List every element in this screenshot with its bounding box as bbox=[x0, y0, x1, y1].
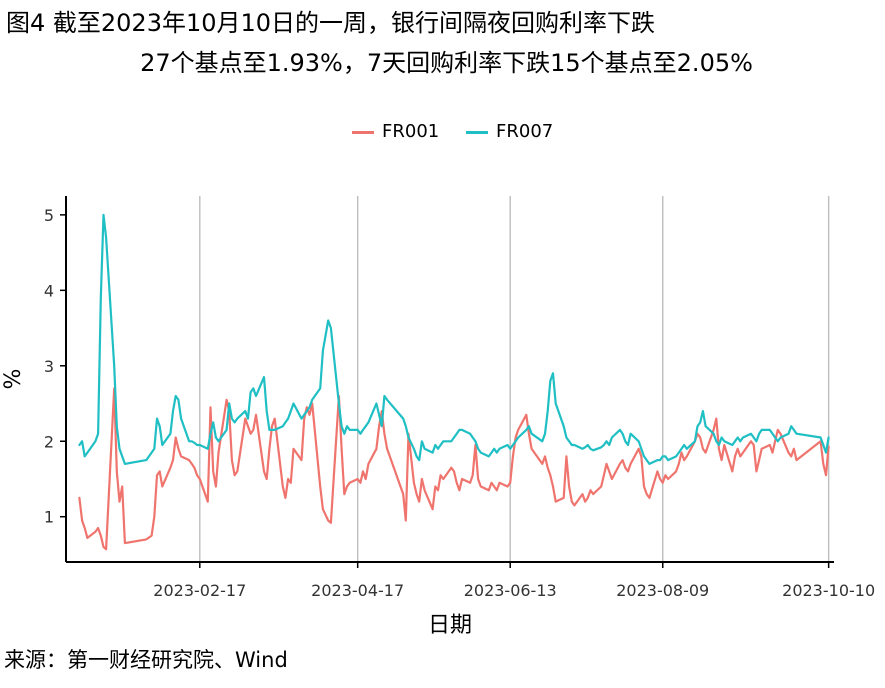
source-note: 来源：第一财经研究院、Wind bbox=[4, 648, 288, 672]
x-tick-label-2023-08-09: 2023-08-09 bbox=[616, 581, 709, 600]
y-axis-title: % bbox=[1, 369, 26, 390]
chart-title-line2: 27个基点至1.93%，7天回购利率下跌15个基点至2.05% bbox=[140, 49, 753, 77]
y-tick-label-4: 4 bbox=[44, 281, 54, 300]
legend-swatch-fr007 bbox=[466, 130, 488, 134]
series-line-fr001 bbox=[78, 387, 830, 551]
x-tick-label-2023-04-17: 2023-04-17 bbox=[311, 581, 404, 600]
y-tick-label-3: 3 bbox=[44, 357, 54, 376]
series-line-fr007 bbox=[78, 213, 830, 465]
x-axis-title: 日期 bbox=[428, 613, 472, 638]
y-tick-label-2: 2 bbox=[44, 432, 54, 451]
legend-item-fr007: FR007 bbox=[466, 118, 553, 146]
x-tick-label-2023-02-17: 2023-02-17 bbox=[153, 581, 246, 600]
chart-legend: FR001 FR007 bbox=[0, 118, 885, 146]
axes bbox=[65, 196, 834, 563]
y-axis-ticks: 1 2 3 4 5 bbox=[44, 206, 66, 527]
chart-title-line1: 图4 截至2023年10月10日的一周，银行间隔夜回购利率下跌 bbox=[6, 9, 656, 37]
legend-item-fr001: FR001 bbox=[352, 118, 439, 146]
x-tick-label-2023-06-13: 2023-06-13 bbox=[464, 581, 557, 600]
legend-swatch-fr001 bbox=[352, 130, 374, 134]
series-lines bbox=[78, 213, 830, 551]
y-tick-label-5: 5 bbox=[44, 206, 54, 225]
x-axis-ticks: 2023-02-17 2023-04-17 2023-06-13 2023-08-09… bbox=[153, 562, 875, 600]
legend-label-fr007: FR007 bbox=[496, 121, 554, 142]
y-tick-label-1: 1 bbox=[44, 508, 54, 527]
vertical-gridlines bbox=[199, 196, 830, 562]
x-tick-label-2023-10-10: 2023-10-10 bbox=[782, 581, 875, 600]
legend-label-fr001: FR001 bbox=[382, 121, 440, 142]
